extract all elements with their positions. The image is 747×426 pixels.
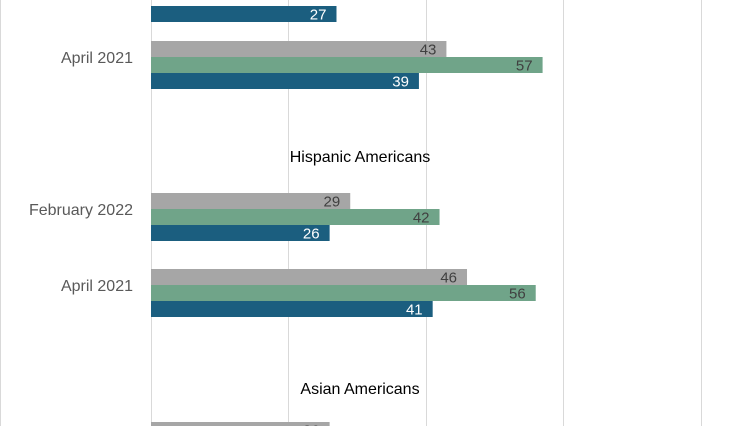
bar-value-label: 26 [303, 226, 320, 243]
bar [151, 209, 440, 225]
bar-value-label: 29 [324, 194, 341, 211]
bar-value-label: 46 [440, 270, 457, 287]
bar-value-label: 57 [516, 58, 533, 75]
bar [151, 225, 330, 241]
bar-value-label: 42 [413, 210, 430, 227]
bar [151, 6, 337, 22]
category-label: April 2021 [61, 50, 133, 67]
bar [151, 285, 536, 301]
category-labels: April 2021 February 2022 April 2021 [29, 50, 133, 295]
bar-value-label: 39 [392, 74, 409, 91]
bars [151, 6, 543, 426]
category-label: April 2021 [61, 278, 133, 295]
bar [151, 41, 447, 57]
category-label: February 2022 [29, 202, 133, 219]
value-labels: 27 43 57 39 29 42 26 46 56 41 26 [303, 7, 533, 426]
bar-value-label: 43 [420, 42, 437, 59]
group-titles: Hispanic Americans Asian Americans [290, 149, 431, 398]
bar-value-label: 41 [406, 302, 423, 319]
bar [151, 269, 468, 285]
bar [151, 193, 351, 209]
bar-value-label: 26 [303, 423, 320, 426]
group-title: Asian Americans [300, 381, 419, 398]
bar-value-label: 27 [310, 7, 327, 24]
bar-value-label: 56 [509, 286, 526, 303]
bar [151, 301, 433, 317]
bar [151, 73, 419, 89]
bar [151, 422, 330, 426]
bar [151, 57, 543, 73]
group-title: Hispanic Americans [290, 149, 431, 166]
